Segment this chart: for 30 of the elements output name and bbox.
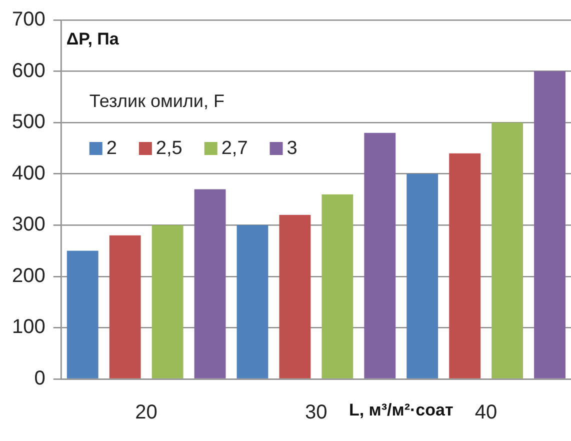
bar bbox=[406, 174, 438, 378]
bar bbox=[66, 250, 98, 378]
y-axis-title: ΔP, Па bbox=[66, 30, 120, 49]
x-tick-label: 20 bbox=[135, 402, 158, 424]
y-tick-label: 100 bbox=[12, 316, 46, 338]
x-tick-label: 40 bbox=[474, 402, 498, 424]
legend-label: 2,7 bbox=[221, 138, 248, 160]
bar bbox=[109, 235, 141, 378]
y-tick-label: 200 bbox=[12, 264, 46, 287]
bar bbox=[194, 189, 226, 378]
bar bbox=[534, 71, 566, 378]
bar bbox=[364, 132, 396, 378]
bar bbox=[152, 225, 184, 378]
y-tick-label: 600 bbox=[12, 60, 46, 82]
legend-label: 3 bbox=[286, 138, 298, 160]
y-tick-label: 0 bbox=[34, 368, 46, 390]
legend-title: Тезлик омили, F bbox=[89, 90, 224, 111]
x-axis-title: L, м³/м²·соат bbox=[348, 400, 454, 420]
y-tick-label: 700 bbox=[12, 8, 46, 31]
bar bbox=[236, 225, 268, 378]
bar bbox=[492, 122, 524, 378]
y-tick-label: 400 bbox=[12, 162, 46, 184]
legend-label: 2 bbox=[106, 138, 117, 160]
y-tick-label: 500 bbox=[12, 111, 46, 134]
bar bbox=[279, 214, 311, 378]
bar bbox=[322, 194, 354, 378]
legend-label: 2,5 bbox=[156, 138, 182, 160]
x-tick-label: 30 bbox=[305, 402, 328, 424]
bar bbox=[449, 153, 481, 378]
y-tick-label: 300 bbox=[12, 214, 46, 236]
